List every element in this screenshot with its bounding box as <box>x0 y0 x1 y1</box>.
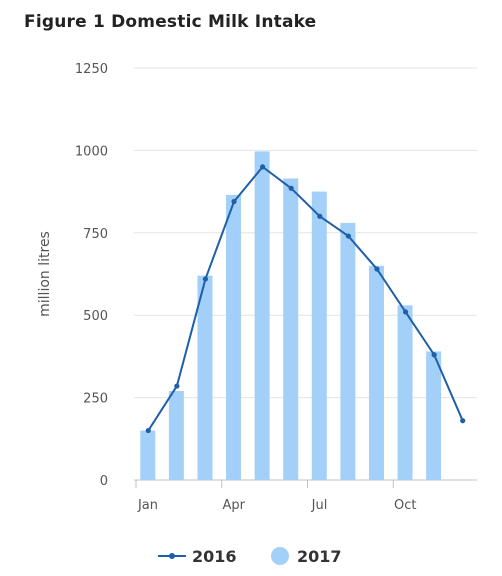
point-2016 <box>317 213 323 219</box>
x-tick-label: Oct <box>394 498 416 513</box>
y-tick-label: 1000 <box>75 144 108 159</box>
y-tick-label: 250 <box>83 392 108 407</box>
legend-label-2016: 2016 <box>192 547 237 566</box>
bar-2017 <box>283 178 299 480</box>
bar-2017 <box>254 151 270 480</box>
y-tick-label: 500 <box>83 309 108 324</box>
bar-2017 <box>340 222 356 481</box>
point-2016 <box>231 198 237 205</box>
y-tick-label: 750 <box>83 227 108 242</box>
y-tick-label: 1250 <box>75 62 108 77</box>
x-tick-label: Apr <box>223 498 246 513</box>
point-2016 <box>374 266 380 272</box>
point-2016 <box>431 352 437 358</box>
legend-label-2017: 2017 <box>297 547 342 566</box>
x-tick-label: Jan <box>137 498 158 513</box>
y-tick-label: 0 <box>100 474 108 489</box>
x-tick-label: Jul <box>311 498 328 513</box>
point-2016 <box>345 233 351 239</box>
chart-title: Figure 1 Domestic Milk Intake <box>24 12 317 32</box>
legend-line-2016-marker <box>169 553 175 559</box>
point-2016 <box>288 185 294 191</box>
bar-2017 <box>397 305 413 480</box>
point-2016 <box>174 383 180 389</box>
bar-2017 <box>311 191 327 480</box>
line-2016 <box>147 165 464 432</box>
bar-2017 <box>426 351 442 480</box>
y-axis-title: million litres <box>37 231 53 317</box>
bar-2017 <box>140 430 156 480</box>
bar-2017 <box>226 194 242 480</box>
point-2016 <box>460 418 466 424</box>
point-2016 <box>202 276 209 282</box>
legend-bar-2017-swatch <box>271 547 289 565</box>
bar-2017 <box>168 391 184 480</box>
point-2016 <box>145 427 151 434</box>
bar-2017 <box>368 265 384 480</box>
point-2016 <box>402 309 409 315</box>
bar-2017 <box>197 275 213 480</box>
point-2016 <box>260 164 266 170</box>
